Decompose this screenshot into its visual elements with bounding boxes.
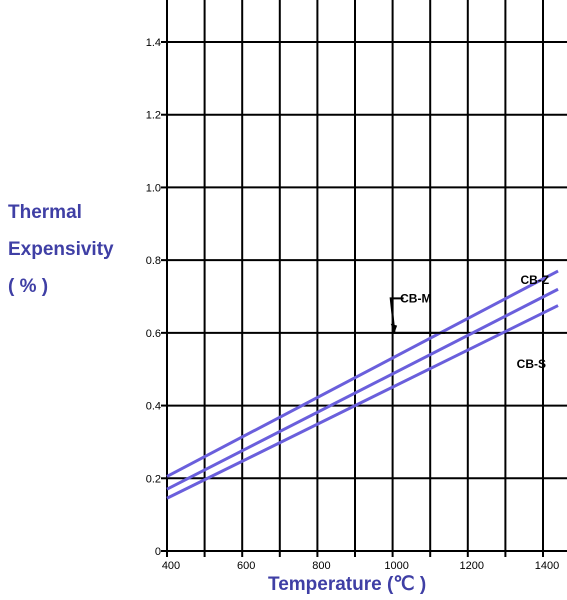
y-tick-label: 1.0 (146, 182, 161, 194)
cb-m-leader-arrow (390, 323, 398, 333)
y-axis-label-line2: Expensivity (8, 239, 114, 260)
y-tick-label: 0.8 (146, 255, 161, 267)
y-tick-label: 0.6 (146, 328, 161, 340)
series-line-cb-m (166, 287, 559, 491)
series-line-cb-z (166, 269, 559, 478)
x-tick-label: 1000 (384, 560, 408, 572)
y-axis-label-line1: Thermal (8, 202, 82, 223)
x-tick-label: 800 (312, 560, 330, 572)
series-line-cb-s (166, 304, 559, 500)
cb-m-leader-line (389, 297, 446, 334)
y-tick-label: 1.4 (146, 37, 161, 49)
series-lines (166, 269, 559, 500)
x-tick-label: 1400 (535, 560, 559, 572)
x-tick-label: 1200 (460, 560, 484, 572)
ticks: 0 0.2 0.4 0.6 0.8 1.0 1.2 1.4 400 600 800 1000 1200 1… (146, 37, 560, 572)
y-tick-label: 0.4 (146, 401, 161, 413)
x-axis-label: Temperature (℃ ) (268, 574, 427, 595)
series-label-cb-m: CB-M (400, 291, 431, 305)
y-axis-label-line3: ( % ) (8, 276, 49, 297)
y-tick-label: 0 (155, 546, 161, 558)
annotations: CB-Z CB-M CB-S (389, 273, 549, 371)
y-tick-label: 1.2 (146, 110, 161, 122)
y-tick-label: 0.2 (146, 473, 161, 485)
grid (166, 0, 567, 552)
series-label-cb-z: CB-Z (520, 273, 549, 287)
x-tick-label: 600 (237, 560, 255, 572)
x-tick-label: 400 (162, 560, 180, 572)
series-label-cb-s: CB-S (517, 357, 546, 371)
